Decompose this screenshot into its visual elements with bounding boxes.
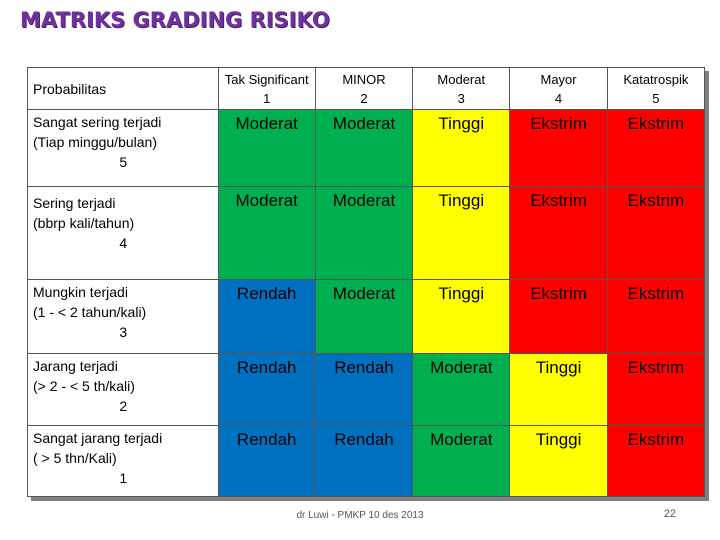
header-severity-5: Katatrospik 5 (606, 67, 706, 110)
table-row: Mungkin terjadi (1 - < 2 tahun/kali) 3 R… (27, 279, 706, 354)
header-severity-1: Tak Significant 1 (217, 67, 316, 110)
probability-text: Sering terjadi (33, 195, 116, 212)
risk-cell: Moderat (314, 279, 414, 354)
severity-name: Tak Significant (224, 71, 309, 87)
probability-label: Mungkin terjadi (1 - < 2 tahun/kali) 3 (27, 279, 219, 354)
risk-cell: Rendah (217, 352, 316, 426)
risk-cell: Tinggi (509, 352, 608, 426)
severity-name: Katatrospik (623, 71, 689, 87)
risk-cell: Moderat (314, 186, 414, 281)
page-title: MATRIKS GRADING RISIKO (20, 8, 330, 32)
severity-level: 4 (554, 90, 563, 106)
risk-cell: Ekstrim (509, 108, 608, 188)
risk-cell: Ekstrim (509, 279, 608, 354)
probability-text: Sangat sering terjadi (33, 114, 162, 130)
probability-level: 3 (119, 324, 128, 341)
risk-cell: Ekstrim (606, 424, 706, 498)
probability-label: Sering terjadi (bbrp kali/tahun) 4 (27, 186, 219, 281)
risk-cell: Ekstrim (606, 352, 706, 426)
probability-level: 1 (119, 469, 128, 486)
probability-label: Jarang terjadi (> 2 - < 5 th/kali) 2 (27, 352, 219, 426)
severity-name: Mayor (540, 71, 577, 87)
risk-cell: Ekstrim (606, 186, 706, 281)
risk-cell: Moderat (412, 424, 511, 498)
severity-level: 1 (263, 90, 271, 106)
header-severity-2: MINOR 2 (314, 67, 414, 110)
risk-cell: Rendah (217, 424, 316, 498)
table-row: Sangat sering terjadi (Tiap minggu/bulan… (27, 108, 706, 188)
table-row: Sangat jarang terjadi ( > 5 thn/Kali) 1 … (27, 424, 706, 498)
risk-cell: Moderat (412, 352, 511, 426)
probability-text: Jarang terjadi (33, 357, 118, 374)
probability-frequency: (Tiap minggu/bulan) (33, 134, 157, 150)
risk-cell: Rendah (314, 424, 414, 498)
header-row: Probabilitas Tak Significant 1 MINOR 2 M… (27, 67, 706, 110)
risk-cell: Ekstrim (509, 186, 608, 281)
probability-level: 2 (119, 397, 128, 414)
page-number: 22 (663, 508, 676, 520)
header-severity-4: Mayor 4 (509, 67, 608, 110)
risk-cell: Tinggi (412, 108, 511, 188)
header-probability: Probabilitas (27, 67, 219, 110)
probability-frequency: (> 2 - < 5 th/kali) (33, 377, 135, 394)
probability-label: Sangat sering terjadi (Tiap minggu/bulan… (27, 108, 219, 188)
probability-label: Sangat jarang terjadi ( > 5 thn/Kali) 1 (27, 424, 219, 498)
risk-cell: Moderat (217, 186, 316, 281)
probability-frequency: (1 - < 2 tahun/kali) (33, 304, 147, 321)
probability-frequency: (bbrp kali/tahun) (33, 215, 135, 232)
risk-cell: Moderat (314, 108, 414, 188)
risk-matrix-table: Probabilitas Tak Significant 1 MINOR 2 M… (27, 67, 706, 498)
probability-frequency: ( > 5 thn/Kali) (33, 449, 117, 466)
risk-cell: Rendah (314, 352, 414, 426)
header-severity-3: Moderat 3 (412, 67, 511, 110)
probability-text: Mungkin terjadi (33, 284, 128, 301)
probability-level: 5 (119, 154, 128, 170)
severity-level: 2 (360, 90, 368, 106)
risk-cell: Ekstrim (606, 279, 706, 354)
footer-credit: dr Luwi - PMKP 10 des 2013 (296, 510, 424, 521)
severity-level: 3 (457, 90, 465, 106)
risk-cell: Moderat (217, 108, 316, 188)
table-row: Sering terjadi (bbrp kali/tahun) 4 Moder… (27, 186, 706, 281)
probability-level: 4 (119, 235, 128, 252)
risk-cell: Rendah (217, 279, 316, 354)
severity-level: 5 (652, 90, 660, 106)
probability-text: Sangat jarang terjadi (33, 429, 163, 446)
severity-name: Moderat (437, 71, 486, 87)
risk-cell: Tinggi (509, 424, 608, 498)
risk-cell: Tinggi (412, 186, 511, 281)
risk-cell: Ekstrim (606, 108, 706, 188)
table-row: Jarang terjadi (> 2 - < 5 th/kali) 2 Ren… (27, 352, 706, 426)
risk-cell: Tinggi (412, 279, 511, 354)
severity-name: MINOR (342, 71, 386, 87)
